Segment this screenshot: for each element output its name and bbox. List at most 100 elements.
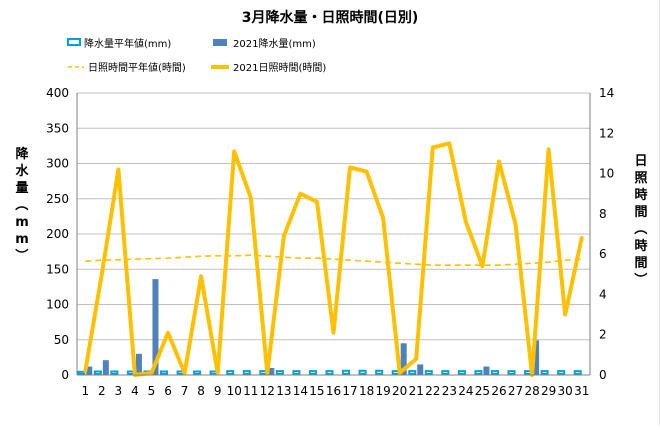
- x-tick-label: 22: [425, 384, 440, 398]
- x-tick-label: 8: [197, 384, 205, 398]
- legend-label: 日照時間平年値(時間): [88, 61, 186, 74]
- y-left-tick-label: 350: [46, 121, 69, 135]
- legend-label: 2021日照時間(時間): [233, 62, 326, 74]
- legend-item: 2021日照時間(時間): [211, 62, 326, 74]
- y-left-tick-label: 100: [46, 298, 69, 312]
- y-axis-left-ticks: 0 50 100 150 200 250 300 350 400: [46, 86, 69, 382]
- y-left-tick-label: 50: [54, 333, 69, 347]
- x-tick-label: 7: [181, 384, 189, 398]
- y-right-tick-label: 8: [599, 207, 607, 221]
- plot-border: [76, 93, 591, 376]
- legend-swatch: [213, 39, 227, 46]
- y-axis-left-title-char: m: [15, 215, 29, 230]
- precip-2021-bar: [102, 360, 109, 375]
- y-axis-right-title-char: （: [632, 221, 648, 234]
- legend-item: 日照時間平年値(時間): [68, 61, 186, 74]
- x-tick-label: 13: [276, 384, 291, 398]
- x-tick-label: 1: [81, 384, 89, 398]
- bar-series: [77, 279, 582, 376]
- legend: 降水量平年値(mm) 2021降水量(mm) 日照時間平年値(時間) 2021日照時間…: [67, 37, 326, 74]
- x-tick-label: 15: [309, 384, 324, 398]
- y-axis-right-title: 日照時間（時間）: [632, 154, 648, 286]
- y-axis-right-title-char: 時: [634, 238, 647, 254]
- y-axis-left-title: 降水量（mm）: [13, 146, 29, 262]
- x-tick-label: 17: [342, 384, 357, 398]
- sunshine-2021-line: [83, 141, 584, 377]
- x-tick-label: 6: [164, 384, 172, 398]
- normal-precip-bar: [160, 370, 169, 376]
- y-axis-left-title-char: 水: [15, 163, 29, 179]
- x-tick-label: 24: [458, 384, 473, 398]
- x-tick-label: 3: [115, 384, 123, 398]
- normal-precip-bar: [110, 370, 119, 376]
- y-left-tick-label: 0: [61, 368, 69, 382]
- y-left-tick-label: 400: [46, 86, 69, 100]
- x-tick-label: 29: [541, 384, 556, 398]
- precip-2021-bar: [483, 366, 490, 375]
- normal-precip-bar: [441, 370, 450, 375]
- x-tick-label: 31: [574, 384, 589, 398]
- y-axis-right-title-char: 日: [634, 154, 647, 169]
- x-axis-ticks: 1 2 3 4 5 6 7 8 9 10 11 12 13 14 15 16 17 18 19 20 21 22 23 24 2…: [81, 384, 589, 398]
- x-tick-label: 20: [392, 384, 407, 398]
- normal-precip-bar: [540, 370, 549, 375]
- normal-precip-bar: [375, 369, 384, 375]
- y-right-tick-label: 14: [599, 86, 614, 100]
- legend-item: 2021降水量(mm): [213, 37, 316, 50]
- normal-sunshine-line: [85, 254, 582, 267]
- precip-2021-bar: [135, 353, 142, 375]
- normal-precip-bar: [457, 370, 466, 375]
- normal-precip-bar: [424, 370, 433, 375]
- precip-2021-bar: [400, 343, 407, 375]
- y-left-tick-label: 150: [46, 262, 69, 276]
- y-axis-left-title-char: ）: [13, 248, 29, 261]
- axis-titles: 降水量（mm）日照時間（時間）: [13, 146, 648, 286]
- x-tick-label: 2: [98, 384, 106, 398]
- precip-2021-bar: [268, 367, 275, 375]
- y-axis-left-title-char: （: [13, 197, 29, 210]
- y-axis-right-ticks: 0 2 4 6 8 10 12 14: [599, 86, 614, 382]
- precip-2021-bar: [152, 279, 159, 375]
- y-left-tick-label: 300: [46, 157, 69, 171]
- y-right-tick-label: 6: [599, 247, 607, 261]
- legend-label: 2021降水量(mm): [233, 37, 316, 50]
- precip-2021-bar: [86, 366, 93, 375]
- x-tick-label: 12: [260, 384, 275, 398]
- y-right-tick-label: 4: [599, 287, 607, 301]
- precip-2021-bar: [533, 340, 540, 375]
- normal-precip-bar: [358, 369, 367, 375]
- y-right-tick-label: 12: [599, 126, 614, 140]
- legend-swatch: [67, 38, 81, 46]
- x-tick-label: 28: [524, 384, 539, 398]
- x-tick-label: 16: [326, 384, 341, 398]
- precip-2021-bar: [417, 364, 424, 375]
- y-left-tick-label: 200: [46, 227, 69, 241]
- y-axis-left-title-char: 量: [15, 181, 28, 196]
- normal-precip-bar: [193, 370, 202, 376]
- chart-title: 3月降水量・日照時間(日別): [242, 9, 419, 26]
- normal-precip-bar: [275, 370, 284, 375]
- normal-precip-bar: [242, 370, 251, 375]
- normal-precip-bar: [325, 370, 334, 375]
- x-tick-label: 21: [409, 384, 424, 398]
- x-tick-label: 5: [148, 384, 156, 398]
- normal-precip-bar: [342, 369, 351, 375]
- normal-precip-bar: [93, 370, 102, 376]
- normal-precip-bar: [507, 370, 516, 375]
- x-tick-label: 4: [131, 384, 139, 398]
- normal-precip-bar: [490, 370, 499, 375]
- y-axis-right-title-char: ）: [632, 272, 648, 285]
- normal-precip-bar: [557, 370, 566, 375]
- y-right-tick-label: 2: [599, 328, 607, 342]
- y-right-tick-label: 0: [599, 368, 607, 382]
- normal-precip-bar: [573, 370, 582, 375]
- y-axis-right-title-char: 間: [634, 256, 647, 271]
- y-left-tick-label: 250: [46, 192, 69, 206]
- legend-item: 降水量平年値(mm): [67, 37, 171, 50]
- x-tick-label: 10: [227, 384, 242, 398]
- x-tick-label: 27: [508, 384, 523, 398]
- normal-precip-bar: [77, 370, 86, 376]
- legend-label: 降水量平年値(mm): [84, 37, 171, 50]
